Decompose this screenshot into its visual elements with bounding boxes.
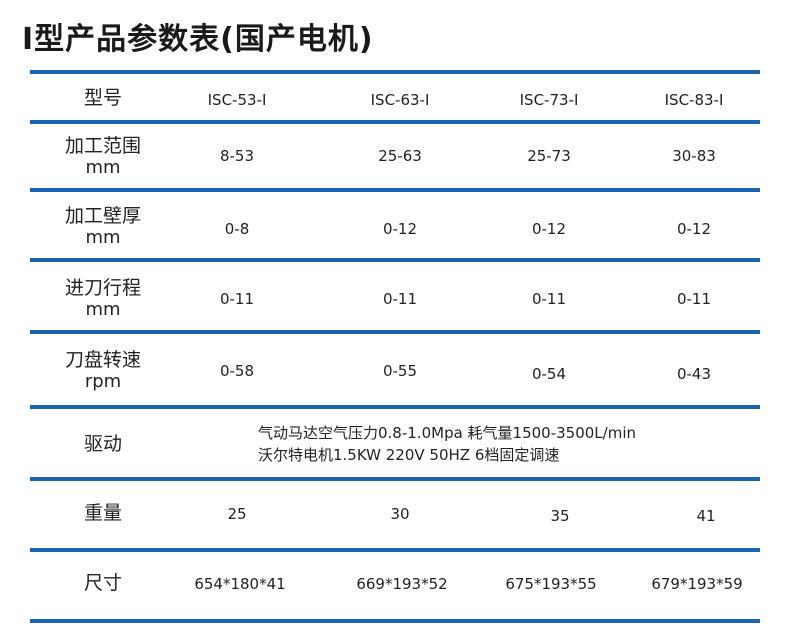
table-cell: 0-43 <box>676 365 712 383</box>
weight-row: 重量 25 30 35 41 <box>30 501 760 531</box>
divider-line <box>30 477 760 481</box>
table-cell: 8-53 <box>219 147 255 165</box>
table-cell: 675*193*55 <box>505 575 597 593</box>
divider-line <box>30 188 760 192</box>
model-name: ISC-53-I <box>207 91 267 109</box>
table-cell: 0-11 <box>219 290 255 308</box>
size-row: 尺寸 654*180*41 669*193*52 675*193*55 679*… <box>30 571 760 601</box>
row-label: 刀盘转速 rpm <box>48 349 158 393</box>
drive-label: 驱动 <box>83 433 122 455</box>
table-cell: 669*193*52 <box>356 575 448 593</box>
model-label: 型号 <box>83 87 122 109</box>
table-cell: 30 <box>390 505 410 523</box>
row-label-unit: mm <box>85 299 121 320</box>
table-cell: 0-12 <box>382 220 418 238</box>
weight-label: 重量 <box>83 502 122 524</box>
size-label: 尺寸 <box>83 572 122 594</box>
table-cell: 35 <box>550 507 570 525</box>
drive-description: 气动马达空气压力0.8-1.0Mpa 耗气量1500-3500L/min 沃尔特… <box>258 422 636 466</box>
row-label-unit: rpm <box>84 371 122 392</box>
model-name: ISC-73-I <box>519 91 579 109</box>
row-label-name: 刀盘转速 <box>64 349 141 371</box>
drive-row: 驱动 气动马达空气压力0.8-1.0Mpa 耗气量1500-3500L/min … <box>30 420 760 470</box>
table-cell: 25-63 <box>378 147 422 165</box>
table-cell: 0-58 <box>219 362 255 380</box>
table-cell: 41 <box>696 507 716 525</box>
divider-line <box>30 120 760 124</box>
table-cell: 0-11 <box>382 290 418 308</box>
row-label-unit: mm <box>85 157 121 178</box>
table-cell: 25-73 <box>527 147 571 165</box>
model-name: ISC-63-I <box>370 91 430 109</box>
table-cell: 0-8 <box>224 220 250 238</box>
row-label: 加工壁厚 mm <box>48 205 158 249</box>
drive-line-pneumatic: 气动马达空气压力0.8-1.0Mpa 耗气量1500-3500L/min <box>258 424 637 442</box>
table-cell: 0-54 <box>531 365 567 383</box>
table-cell: 0-12 <box>676 220 712 238</box>
row-label: 加工范围 mm <box>48 135 158 179</box>
row-label-name: 加工壁厚 <box>64 205 141 227</box>
divider-line <box>30 548 760 552</box>
row-label: 进刀行程 mm <box>48 277 158 321</box>
table-cell: 0-55 <box>382 362 418 380</box>
table-cell: 654*180*41 <box>194 575 286 593</box>
table-cell: 25 <box>227 505 247 523</box>
model-name: ISC-83-I <box>664 91 724 109</box>
divider-line <box>30 258 760 262</box>
row-label-name: 进刀行程 <box>64 277 141 299</box>
table-cell: 679*193*59 <box>651 575 743 593</box>
table-row: 刀盘转速 rpm 0-58 0-55 0-54 0-43 <box>30 350 760 394</box>
table-cell: 0-11 <box>676 290 712 308</box>
table-row: 进刀行程 mm 0-11 0-11 0-11 0-11 <box>30 278 760 322</box>
header-row: 型号 ISC-53-I ISC-63-I ISC-73-I ISC-83-I <box>30 88 760 114</box>
divider-line <box>30 405 760 409</box>
table-cell: 0-11 <box>531 290 567 308</box>
table-cell: 30-83 <box>672 147 716 165</box>
divider-line <box>30 330 760 334</box>
page-title: I型产品参数表(国产电机) <box>22 22 374 57</box>
row-label-name: 加工范围 <box>64 135 141 157</box>
divider-line <box>30 619 760 623</box>
table-row: 加工壁厚 mm 0-8 0-12 0-12 0-12 <box>30 206 760 250</box>
table-cell: 0-12 <box>531 220 567 238</box>
table-row: 加工范围 mm 8-53 25-63 25-73 30-83 <box>30 136 760 180</box>
row-label-unit: mm <box>85 227 121 248</box>
divider-line <box>30 70 760 74</box>
drive-line-electric: 沃尔特电机1.5KW 220V 50HZ 6档固定调速 <box>258 446 560 464</box>
